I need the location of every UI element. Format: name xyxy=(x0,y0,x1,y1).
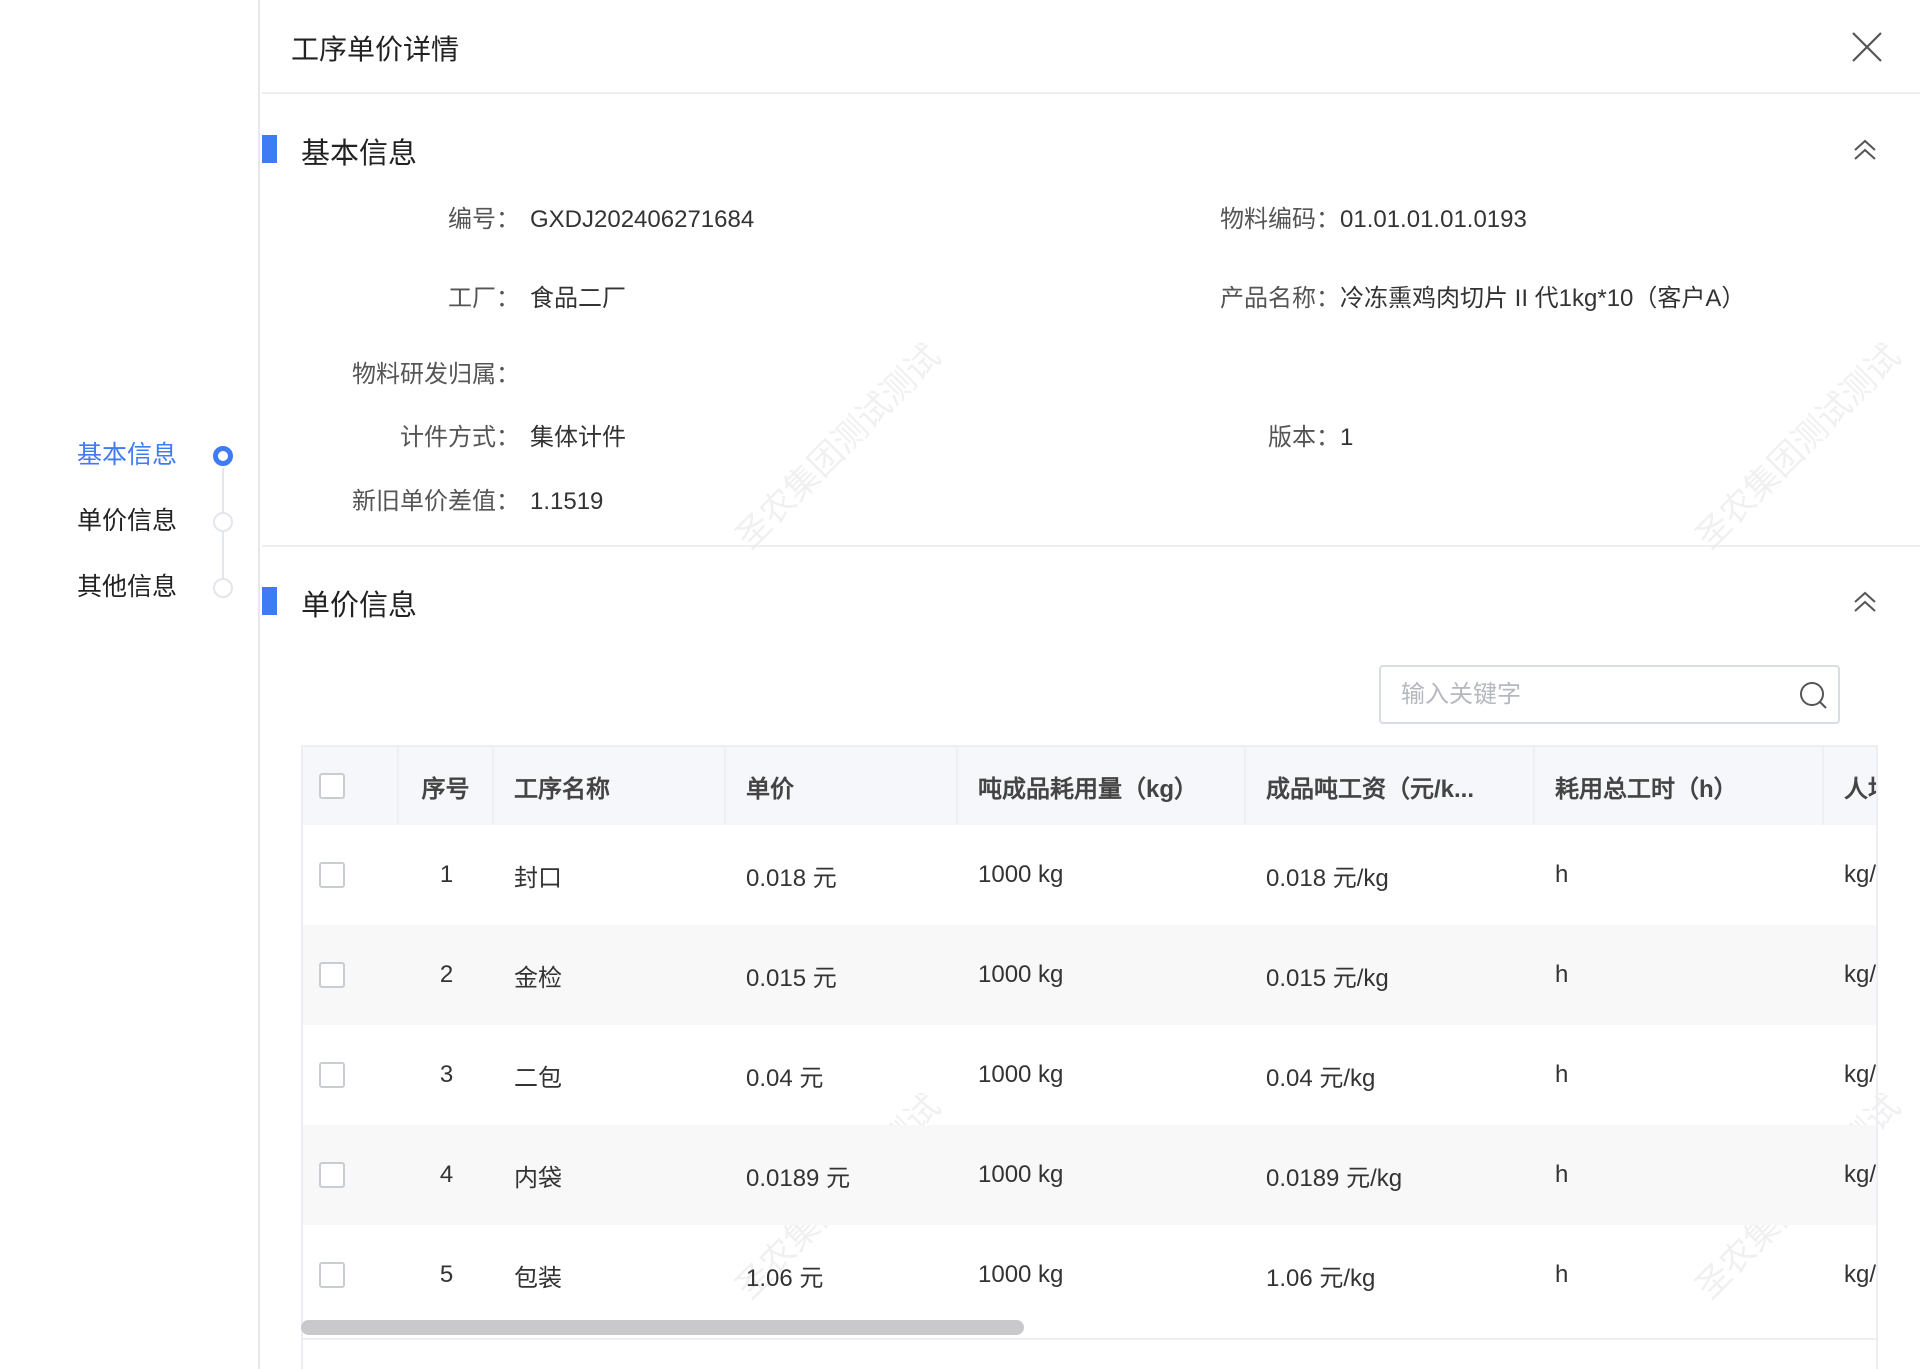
table-row: 2 金检 0.015 元 1000 kg 0.015 元/kg h kg/ xyxy=(303,925,1877,1025)
drawer-header: 工序单价详情 xyxy=(262,0,1920,94)
anchor-nav: 基本信息 单价信息 其他信息 xyxy=(0,0,260,1369)
nav-dot-active-icon[interactable] xyxy=(213,446,233,466)
table-cell: 0.018 元 xyxy=(746,864,837,892)
section-title-price: 单价信息 xyxy=(301,590,418,622)
horizontal-scrollbar[interactable] xyxy=(301,1320,1024,1335)
table-cell: 0.04 元 xyxy=(746,1064,824,1092)
table-cell: 1000 kg xyxy=(978,1161,1064,1188)
price-table: 序号工序名称单价吨成品耗用量（kg）成品吨工资（元/k...耗用总工时（h）人均… xyxy=(301,745,1878,1369)
field-label: 新旧单价差值： xyxy=(352,488,520,515)
nav-item-price-info[interactable]: 单价信息 xyxy=(77,507,178,535)
field-value-factory: 食品二厂 xyxy=(530,285,626,312)
table-cell: 0.0189 元/kg xyxy=(1266,1164,1403,1192)
table-cell: 1000 kg xyxy=(978,961,1064,988)
field-label: 物料编码： xyxy=(1220,206,1340,233)
collapse-up-icon[interactable] xyxy=(1852,137,1878,163)
table-cell: h xyxy=(1555,961,1569,988)
table-row: 5 包装 1.06 元 1000 kg 1.06 元/kg h kg/ xyxy=(303,1225,1877,1325)
table-cell: 二包 xyxy=(514,1064,562,1092)
column-header[interactable]: 成品吨工资（元/k... xyxy=(1246,747,1535,825)
table-cell: kg/ xyxy=(1844,961,1877,988)
table-cell: h xyxy=(1555,1261,1569,1288)
section-divider xyxy=(262,545,1920,547)
table-cell: 内袋 xyxy=(514,1164,562,1192)
row-checkbox[interactable] xyxy=(319,962,345,988)
column-header[interactable]: 序号 xyxy=(399,747,494,825)
table-cell: 4 xyxy=(439,1161,454,1188)
table-cell: 1 xyxy=(439,861,454,888)
table-cell: kg/ xyxy=(1844,1161,1877,1188)
table-cell: 包装 xyxy=(514,1264,562,1292)
watermark: 圣农集团测试测试 xyxy=(728,337,949,557)
table-cell: 0.015 元 xyxy=(746,964,837,992)
section-marker xyxy=(262,135,277,163)
field-label: 工厂： xyxy=(448,285,520,312)
field-label: 计件方式： xyxy=(400,424,520,451)
field-label: 物料研发归属： xyxy=(352,361,520,388)
field-label: 版本： xyxy=(1268,424,1340,451)
column-header[interactable]: 工序名称 xyxy=(494,747,726,825)
row-checkbox[interactable] xyxy=(319,1162,345,1188)
field-value-version: 1 xyxy=(1340,424,1354,451)
section-marker xyxy=(262,587,277,615)
column-header[interactable]: 人均 xyxy=(1824,747,1876,825)
close-icon[interactable] xyxy=(1850,30,1884,64)
table-cell: kg/ xyxy=(1844,1261,1877,1288)
table-cell: 0.018 元/kg xyxy=(1266,864,1389,892)
table-cell: 5 xyxy=(439,1261,454,1288)
collapse-up-icon[interactable] xyxy=(1852,589,1878,615)
table-cell: kg/ xyxy=(1844,861,1877,888)
table-cell: h xyxy=(1555,861,1569,888)
column-header[interactable]: 吨成品耗用量（kg） xyxy=(958,747,1246,825)
table-row: 1 封口 0.018 元 1000 kg 0.018 元/kg h kg/ xyxy=(303,825,1877,925)
table-cell: 金检 xyxy=(514,964,562,992)
table-cell: 1000 kg xyxy=(978,861,1064,888)
field-label: 编号： xyxy=(448,206,520,233)
search-input[interactable] xyxy=(1381,667,1781,722)
table-cell: 0.0189 元 xyxy=(746,1164,851,1192)
column-header[interactable]: 耗用总工时（h） xyxy=(1535,747,1824,825)
row-checkbox[interactable] xyxy=(319,862,345,888)
watermark: 圣农集团测试测试 xyxy=(1688,337,1909,557)
search-icon[interactable] xyxy=(1798,680,1828,710)
row-checkbox[interactable] xyxy=(319,1262,345,1288)
table-cell: 1.06 元 xyxy=(746,1264,824,1292)
column-header[interactable]: 单价 xyxy=(726,747,958,825)
table-row: 4 内袋 0.0189 元 1000 kg 0.0189 元/kg h kg/ xyxy=(303,1125,1877,1225)
drawer-title: 工序单价详情 xyxy=(291,34,460,65)
table-cell: 1000 kg xyxy=(978,1261,1064,1288)
table-cell: 2 xyxy=(439,961,454,988)
nav-dot-icon[interactable] xyxy=(213,512,233,532)
field-value-price-diff: 1.1519 xyxy=(530,488,604,515)
table-cell: h xyxy=(1555,1161,1569,1188)
table-cell: 1000 kg xyxy=(978,1061,1064,1088)
field-value-code: GXDJ202406271684 xyxy=(530,206,755,233)
table-cell: h xyxy=(1555,1061,1569,1088)
nav-dot-icon[interactable] xyxy=(213,578,233,598)
field-value-product-name: 冷冻熏鸡肉切片 II 代1kg*10（客户A） xyxy=(1340,285,1746,312)
nav-item-other-info[interactable]: 其他信息 xyxy=(77,573,178,601)
nav-item-basic-info[interactable]: 基本信息 xyxy=(77,441,178,469)
table-cell: kg/ xyxy=(1844,1061,1877,1088)
field-value-piece-method: 集体计件 xyxy=(530,424,626,451)
table-cell: 0.015 元/kg xyxy=(1266,964,1389,992)
table-footer-divider xyxy=(303,1338,1876,1340)
row-checkbox[interactable] xyxy=(319,773,345,799)
table-cell: 1.06 元/kg xyxy=(1266,1264,1376,1292)
table-cell: 3 xyxy=(439,1061,454,1088)
section-title-basic: 基本信息 xyxy=(301,138,418,170)
field-value-material-code: 01.01.01.01.0193 xyxy=(1340,206,1527,233)
search-box xyxy=(1379,665,1840,724)
table-row: 3 二包 0.04 元 1000 kg 0.04 元/kg h kg/ xyxy=(303,1025,1877,1125)
field-label: 产品名称： xyxy=(1220,285,1340,312)
row-checkbox[interactable] xyxy=(319,1062,345,1088)
table-cell: 0.04 元/kg xyxy=(1266,1064,1376,1092)
table-cell: 封口 xyxy=(514,864,562,892)
